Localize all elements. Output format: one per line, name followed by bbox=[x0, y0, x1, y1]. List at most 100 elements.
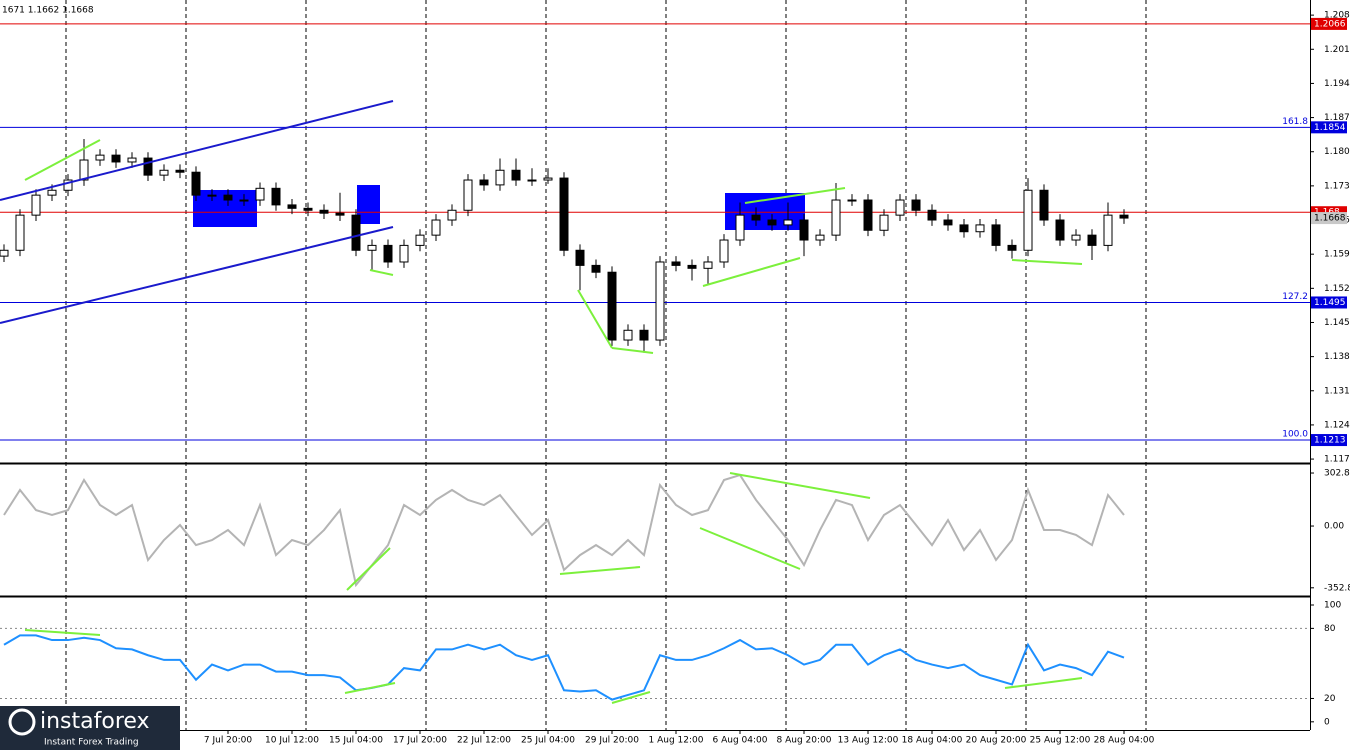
candle-body bbox=[831, 199, 841, 236]
fib-label: 161.8 bbox=[1282, 117, 1308, 127]
candle-body bbox=[559, 177, 569, 251]
candle-body bbox=[607, 271, 617, 341]
candle-body bbox=[79, 159, 89, 181]
indicator-line bbox=[3, 634, 1125, 701]
candle-body bbox=[1007, 244, 1017, 251]
price-badge-label: 1.1495 bbox=[1314, 298, 1346, 308]
y-tick-label: 1.1874 bbox=[1324, 113, 1350, 123]
y-tick-label: 20 bbox=[1324, 694, 1336, 704]
candle-body bbox=[767, 219, 777, 226]
current-price-badge bbox=[1311, 212, 1347, 225]
price-badge-label: 1.1854 bbox=[1314, 123, 1346, 133]
candle-body bbox=[863, 199, 873, 231]
x-tick-label: 6 Aug 04:00 bbox=[713, 736, 768, 746]
logo-name: instaforex bbox=[40, 709, 150, 734]
candle-body bbox=[927, 209, 937, 221]
x-tick-label: 28 Aug 04:00 bbox=[1094, 736, 1155, 746]
divergence-line bbox=[577, 289, 613, 349]
candle-body bbox=[943, 219, 953, 226]
x-tick-label: 10 Jul 12:00 bbox=[265, 736, 319, 746]
y-tick-label: 1.2084 bbox=[1324, 11, 1350, 21]
x-tick-label: 17 Jul 20:00 bbox=[393, 736, 447, 746]
candle-body bbox=[1055, 219, 1065, 241]
y-tick-label: 1.1384 bbox=[1324, 352, 1350, 362]
logo: instaforex Instant Forex Trading bbox=[0, 706, 180, 750]
candle-body bbox=[207, 194, 217, 197]
price-badge bbox=[1311, 121, 1347, 134]
candle-body bbox=[991, 224, 1001, 246]
y-tick-label: 1.1454 bbox=[1324, 318, 1350, 328]
candle-body bbox=[495, 169, 505, 186]
x-tick-label: 29 Jul 20:00 bbox=[585, 736, 639, 746]
price-badge bbox=[1311, 296, 1347, 309]
indicator-line bbox=[3, 473, 1125, 588]
candle-body bbox=[175, 169, 185, 173]
divergence-line bbox=[369, 269, 394, 276]
time-grid bbox=[65, 0, 1147, 730]
x-tick-label: 13 Aug 12:00 bbox=[838, 736, 899, 746]
y-tick-label: 80 bbox=[1324, 624, 1336, 634]
candle-body bbox=[447, 209, 457, 221]
candle-body bbox=[879, 214, 889, 231]
x-tick-label: 15 Jul 04:00 bbox=[329, 736, 383, 746]
price-badge bbox=[1311, 17, 1347, 30]
candle-body bbox=[127, 157, 137, 163]
candle-body bbox=[1039, 189, 1049, 221]
candle-body bbox=[575, 249, 585, 266]
candle-body bbox=[1023, 189, 1033, 251]
y-tick-label: 1.1244 bbox=[1324, 420, 1350, 430]
candle-body bbox=[687, 264, 697, 269]
x-tick-label: 20 Aug 20:00 bbox=[966, 736, 1027, 746]
candle-body bbox=[1087, 234, 1097, 246]
candle-body bbox=[975, 224, 985, 233]
candle-body bbox=[191, 171, 201, 196]
y-tick-label: 1.1804 bbox=[1324, 147, 1350, 157]
candle-body bbox=[959, 224, 969, 233]
candle-body bbox=[1103, 214, 1113, 246]
candle-body bbox=[255, 187, 265, 201]
y-tick-label: 0.00 bbox=[1324, 522, 1344, 532]
candle-body bbox=[335, 212, 345, 216]
candle-body bbox=[623, 329, 633, 341]
y-tick-label: 1.1174 bbox=[1324, 455, 1350, 465]
candle-body bbox=[159, 169, 169, 176]
candle-body bbox=[815, 234, 825, 241]
candle-body bbox=[31, 194, 41, 216]
candle-body bbox=[543, 177, 553, 181]
drawings bbox=[0, 100, 1083, 704]
channel-line bbox=[0, 226, 394, 324]
divergence-line bbox=[611, 691, 651, 704]
divergence-line bbox=[1004, 677, 1083, 689]
candle-body bbox=[591, 264, 601, 273]
candle-body bbox=[383, 244, 393, 263]
candle-body bbox=[0, 249, 9, 257]
x-tick-label: 22 Jul 12:00 bbox=[457, 736, 511, 746]
candle-body bbox=[751, 214, 761, 221]
candle-body bbox=[223, 194, 233, 201]
candle-body bbox=[511, 169, 521, 181]
candle-body bbox=[239, 199, 249, 202]
y-tick-label: 1.1944 bbox=[1324, 79, 1350, 89]
y-tick-label: 302.8654 bbox=[1324, 469, 1350, 479]
price-badge-label: 1.1213 bbox=[1314, 436, 1346, 446]
candle-body bbox=[47, 189, 57, 196]
candle-body bbox=[911, 199, 921, 211]
divergence-line bbox=[24, 629, 101, 636]
x-tick-label: 25 Aug 12:00 bbox=[1030, 736, 1091, 746]
candle-body bbox=[319, 209, 329, 214]
x-tick-label: 8 Aug 20:00 bbox=[777, 736, 832, 746]
candle-body bbox=[367, 244, 377, 251]
logo-icon bbox=[8, 708, 36, 736]
y-tick-label: 0 bbox=[1324, 717, 1330, 727]
candle-body bbox=[271, 187, 281, 206]
zone bbox=[357, 185, 380, 224]
candle-body bbox=[703, 261, 713, 269]
divergence-line bbox=[24, 139, 101, 181]
x-tick-label: 18 Aug 04:00 bbox=[902, 736, 963, 746]
candle-body bbox=[431, 219, 441, 236]
candle-body bbox=[671, 261, 681, 266]
candle-body bbox=[735, 214, 745, 241]
y-tick-label: 1.1594 bbox=[1324, 250, 1350, 260]
